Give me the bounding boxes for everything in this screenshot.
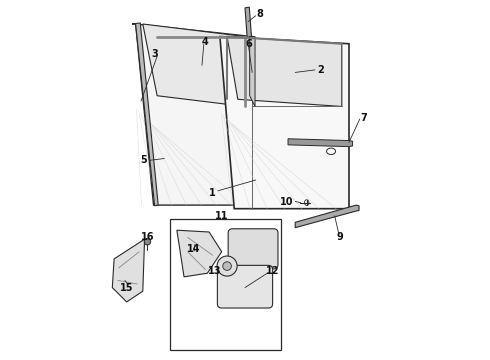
Polygon shape	[220, 37, 349, 209]
Polygon shape	[295, 205, 359, 228]
Polygon shape	[250, 37, 255, 107]
Circle shape	[217, 256, 237, 276]
Text: 2: 2	[317, 65, 324, 75]
Text: 3: 3	[151, 49, 158, 59]
Polygon shape	[143, 24, 245, 107]
FancyBboxPatch shape	[228, 229, 278, 269]
FancyBboxPatch shape	[218, 265, 272, 308]
Polygon shape	[177, 230, 221, 277]
Text: 7: 7	[360, 113, 367, 123]
Polygon shape	[288, 139, 353, 147]
Text: 5: 5	[141, 155, 147, 165]
Polygon shape	[245, 7, 251, 37]
Text: 1: 1	[209, 188, 216, 198]
Text: 13: 13	[208, 266, 221, 276]
Text: 4: 4	[201, 37, 208, 47]
Polygon shape	[136, 24, 252, 205]
Polygon shape	[227, 37, 342, 107]
Circle shape	[223, 262, 231, 270]
Text: 12: 12	[266, 266, 280, 276]
Circle shape	[144, 238, 151, 245]
Text: 11: 11	[215, 211, 228, 221]
Text: 8: 8	[257, 9, 264, 19]
Text: 9: 9	[337, 232, 343, 242]
Bar	[170, 220, 281, 350]
Text: 6: 6	[245, 40, 252, 49]
Polygon shape	[132, 23, 158, 206]
Polygon shape	[112, 239, 145, 302]
Text: 15: 15	[120, 283, 133, 293]
Text: 16: 16	[141, 232, 154, 242]
Text: 14: 14	[187, 244, 201, 254]
Text: 10: 10	[279, 197, 293, 207]
